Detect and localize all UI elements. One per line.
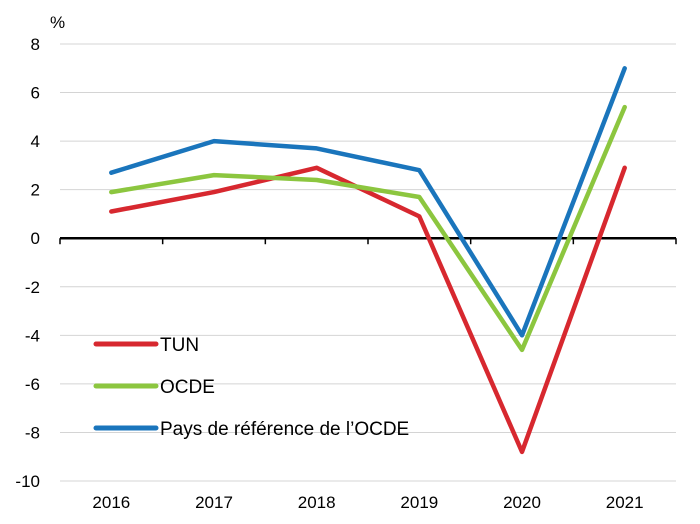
y-tick-label: -4 [25, 326, 40, 345]
y-tick-label: -10 [15, 472, 40, 491]
legend: TUN OCDE Pays de référence de l’OCDE [93, 335, 409, 440]
legend-label: OCDE [160, 377, 215, 398]
legend-label: Pays de référence de l’OCDE [160, 419, 409, 440]
y-tick-label: 2 [31, 181, 40, 200]
x-tick-label: 2016 [92, 493, 130, 512]
series-line-ocde [109, 104, 627, 353]
x-tick-label: 2018 [298, 493, 336, 512]
y-tick-label: 8 [31, 35, 40, 54]
series-line-pays [109, 66, 627, 338]
y-tick-label: -2 [25, 278, 40, 297]
grid-lines [60, 43, 676, 482]
y-unit-label: % [50, 13, 65, 32]
axes: 8 6 4 2 0 -2 -4 -6 -8 -10 2016 2017 2018 2019 2020 2021 [15, 35, 677, 512]
x-tick-label: 2020 [503, 493, 541, 512]
y-tick-label: -8 [25, 423, 40, 442]
x-tick-label: 2019 [400, 493, 438, 512]
y-tick-label: 4 [31, 132, 40, 151]
x-tick-label: 2017 [195, 493, 233, 512]
legend-label: TUN [160, 335, 199, 356]
series-line-tun [109, 165, 627, 455]
y-tick-label: 6 [31, 84, 40, 103]
x-tick-label: 2021 [606, 493, 644, 512]
series-lines [109, 66, 627, 455]
y-tick-label: 0 [31, 229, 40, 248]
y-tick-label: -6 [25, 375, 40, 394]
